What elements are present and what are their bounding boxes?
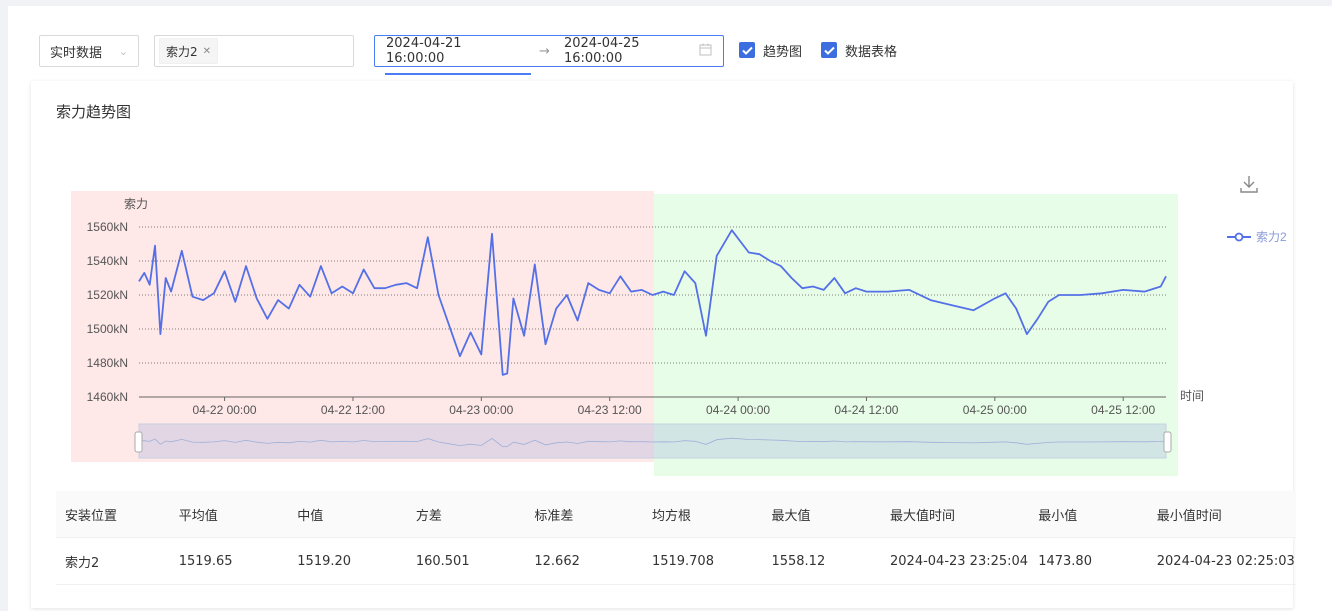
table-cell: 1473.80 bbox=[1029, 537, 1148, 585]
x-tick-label: 04-23 12:00 bbox=[578, 403, 642, 417]
trend-chart: 1560kN 1540kN 1520kN 1500kN 1480kN 1460kN 04-2… bbox=[71, 191, 1287, 476]
table-checkbox-label: 数据表格 bbox=[845, 44, 898, 60]
chevron-down-icon: ⌄ bbox=[118, 44, 128, 58]
datazoom-right-handle[interactable] bbox=[1163, 431, 1172, 453]
datazoom-track bbox=[138, 423, 1167, 459]
legend-label: 索力2 bbox=[1256, 230, 1287, 244]
table-cell: 160.501 bbox=[406, 537, 526, 585]
table-cell: 12.662 bbox=[525, 537, 643, 585]
table-cell: 2024-04-23 02:25:03 bbox=[1147, 537, 1296, 585]
column-header: 标准差 bbox=[525, 491, 643, 538]
column-header: 均方根 bbox=[642, 491, 763, 538]
stats-table: 安装位置 平均值 中值 方差 标准差 均方根 最大值 最大值时间 最小值 最小值时间 索力2 151… bbox=[56, 491, 1296, 585]
x-tick-label: 04-22 12:00 bbox=[321, 403, 385, 417]
table-cell: 2024-04-23 23:25:04 bbox=[881, 537, 1030, 585]
column-header: 最小值 bbox=[1029, 491, 1148, 538]
trend-card: 索力趋势图 1560kN 1540kN 1520kN 1500kN 1480kN 1460… bbox=[31, 81, 1296, 608]
mode-select[interactable]: 实时数据 ⌄ bbox=[39, 35, 139, 67]
y-tick-label: 1540kN bbox=[87, 254, 128, 268]
calendar-icon[interactable] bbox=[699, 43, 712, 59]
close-icon[interactable]: ✕ bbox=[202, 45, 212, 57]
legend-marker bbox=[1234, 232, 1244, 242]
x-tick-label: 04-25 00:00 bbox=[963, 403, 1027, 417]
x-tick-label: 04-24 12:00 bbox=[834, 403, 898, 417]
y-tick-label: 1560kN bbox=[87, 220, 128, 234]
table-checkbox[interactable]: 数据表格 bbox=[821, 40, 897, 60]
y-tick-label: 1480kN bbox=[87, 356, 128, 370]
x-tick-label: 04-22 00:00 bbox=[193, 403, 257, 417]
datazoom-preview-line bbox=[138, 437, 1167, 448]
table-cell: 1519.708 bbox=[642, 537, 763, 585]
y-tick-label: 1460kN bbox=[87, 390, 128, 404]
range-start-input[interactable]: 2024-04-21 16:00:00 bbox=[384, 36, 532, 75]
column-header: 最小值时间 bbox=[1147, 491, 1296, 538]
y-axis-label: 索力 bbox=[124, 197, 148, 211]
table-cell: 1558.12 bbox=[762, 537, 881, 585]
y-tick-label: 1520kN bbox=[87, 288, 128, 302]
selected-tag: 索力2 ✕ bbox=[159, 38, 219, 64]
trend-checkbox-label: 趋势图 bbox=[763, 44, 803, 60]
checkbox-checked-icon[interactable] bbox=[821, 42, 837, 58]
range-separator: → bbox=[539, 43, 550, 59]
series-line-索力2 bbox=[138, 229, 1167, 376]
background-zone-green bbox=[654, 194, 1178, 476]
datazoom-left-handle[interactable] bbox=[134, 431, 143, 453]
card-title: 索力趋势图 bbox=[56, 103, 132, 121]
x-tick-label: 04-23 00:00 bbox=[449, 403, 513, 417]
download-icon[interactable] bbox=[1238, 173, 1260, 195]
column-header: 中值 bbox=[288, 491, 407, 538]
mode-select-value: 实时数据 bbox=[50, 45, 103, 61]
column-header: 最大值 bbox=[762, 491, 881, 538]
item-multiselect[interactable]: 索力2 ✕ bbox=[154, 35, 354, 67]
column-header: 最大值时间 bbox=[881, 491, 1030, 538]
range-end-input[interactable]: 2024-04-25 16:00:00 bbox=[563, 36, 640, 66]
table-cell: 1519.65 bbox=[169, 537, 289, 585]
x-axis-label: 时间 bbox=[1180, 389, 1204, 403]
table-header-row: 安装位置 平均值 中值 方差 标准差 均方根 最大值 最大值时间 最小值 最小值时间 bbox=[56, 491, 1296, 538]
x-tick-label: 04-25 12:00 bbox=[1091, 403, 1155, 417]
checkbox-checked-icon[interactable] bbox=[739, 42, 755, 58]
date-range-picker[interactable]: 2024-04-21 16:00:00 → 2024-04-25 16:00:0… bbox=[374, 35, 724, 75]
selected-tag-label: 索力2 bbox=[166, 44, 198, 59]
column-header: 方差 bbox=[406, 491, 526, 538]
legend: 索力2 bbox=[1227, 230, 1287, 244]
column-header: 平均值 bbox=[169, 491, 289, 538]
table-row: 索力2 1519.65 1519.20 160.501 12.662 1519.708 15… bbox=[56, 537, 1296, 585]
table-cell: 1519.20 bbox=[288, 537, 407, 585]
background-zone-red bbox=[71, 191, 654, 462]
y-tick-label: 1500kN bbox=[87, 322, 128, 336]
x-tick-label: 04-24 00:00 bbox=[706, 403, 770, 417]
trend-checkbox[interactable]: 趋势图 bbox=[739, 40, 802, 60]
table-cell: 索力2 bbox=[56, 537, 170, 585]
column-header: 安装位置 bbox=[56, 491, 170, 538]
